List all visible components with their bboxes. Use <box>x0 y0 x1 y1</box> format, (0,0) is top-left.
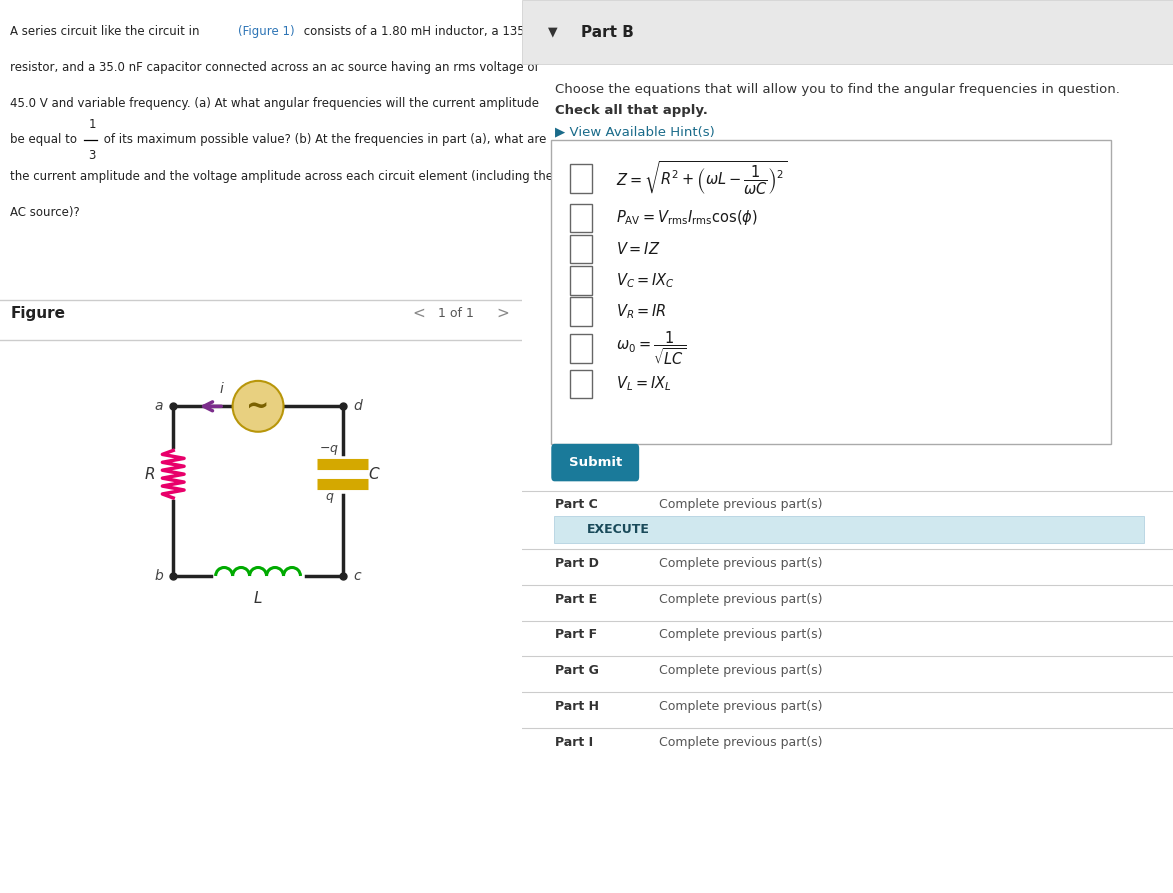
Text: Complete previous part(s): Complete previous part(s) <box>659 557 822 570</box>
Text: (Figure 1): (Figure 1) <box>238 25 294 38</box>
Text: $\omega_0 = \dfrac{1}{\sqrt{LC}}$: $\omega_0 = \dfrac{1}{\sqrt{LC}}$ <box>616 330 686 367</box>
Text: Complete previous part(s): Complete previous part(s) <box>659 664 822 677</box>
Text: Choose the equations that will allow you to find the angular frequencies in ques: Choose the equations that will allow you… <box>555 83 1119 96</box>
Text: 3: 3 <box>88 149 96 162</box>
FancyBboxPatch shape <box>570 334 591 363</box>
Text: Complete previous part(s): Complete previous part(s) <box>659 736 822 748</box>
Text: c: c <box>353 569 361 583</box>
Text: EXECUTE: EXECUTE <box>586 523 650 536</box>
Text: Part G: Part G <box>555 664 598 677</box>
Text: Part F: Part F <box>555 629 597 641</box>
FancyBboxPatch shape <box>570 370 591 398</box>
Text: AC source)?: AC source)? <box>11 205 80 219</box>
Text: Complete previous part(s): Complete previous part(s) <box>659 498 822 511</box>
Text: 1 of 1: 1 of 1 <box>439 307 474 320</box>
Text: Part H: Part H <box>555 700 598 713</box>
Text: Check all that apply.: Check all that apply. <box>555 104 707 117</box>
Text: Complete previous part(s): Complete previous part(s) <box>659 629 822 641</box>
FancyBboxPatch shape <box>554 516 1145 543</box>
Text: Complete previous part(s): Complete previous part(s) <box>659 593 822 605</box>
FancyBboxPatch shape <box>570 164 591 193</box>
Text: 45.0 V and variable frequency. (a) At what angular frequencies will the current : 45.0 V and variable frequency. (a) At wh… <box>11 97 540 110</box>
Text: Figure: Figure <box>11 306 66 321</box>
Text: $Z = \sqrt{R^2 + \left(\omega L - \dfrac{1}{\omega C}\right)^2}$: $Z = \sqrt{R^2 + \left(\omega L - \dfrac… <box>616 160 788 197</box>
Text: of its maximum possible value? (b) At the frequencies in part (a), what are: of its maximum possible value? (b) At th… <box>100 133 547 146</box>
FancyBboxPatch shape <box>570 266 591 295</box>
FancyBboxPatch shape <box>570 235 591 263</box>
Text: $V = IZ$: $V = IZ$ <box>616 241 660 257</box>
Text: Part E: Part E <box>555 593 597 605</box>
Text: i: i <box>219 382 223 396</box>
Text: C: C <box>368 467 379 481</box>
Text: L: L <box>253 590 263 605</box>
Text: $V_L = IX_L$: $V_L = IX_L$ <box>616 375 672 393</box>
Text: 1: 1 <box>88 118 96 130</box>
Text: resistor, and a 35.0 nF capacitor connected across an ac source having an rms vo: resistor, and a 35.0 nF capacitor connec… <box>11 61 540 74</box>
Text: consists of a 1.80 mH inductor, a 135 Ω: consists of a 1.80 mH inductor, a 135 Ω <box>300 25 537 38</box>
Text: a: a <box>155 399 163 413</box>
Text: Submit: Submit <box>569 456 622 469</box>
Text: $P_{\mathrm{AV}} = V_{\mathrm{rms}} I_{\mathrm{rms}} \cos(\phi)$: $P_{\mathrm{AV}} = V_{\mathrm{rms}} I_{\… <box>616 208 758 228</box>
Text: Part B: Part B <box>581 25 633 39</box>
Text: Part D: Part D <box>555 557 598 570</box>
Text: $-q$: $-q$ <box>319 444 339 457</box>
Text: d: d <box>353 399 361 413</box>
Text: $V_C = IX_C$: $V_C = IX_C$ <box>616 271 676 289</box>
FancyBboxPatch shape <box>551 444 639 481</box>
Text: R: R <box>144 467 155 481</box>
FancyBboxPatch shape <box>551 140 1111 444</box>
Text: b: b <box>155 569 163 583</box>
Text: ~: ~ <box>246 392 270 421</box>
Text: >: > <box>496 306 509 321</box>
Text: Part I: Part I <box>555 736 592 748</box>
Text: $q$: $q$ <box>325 491 334 505</box>
Text: <: < <box>413 306 425 321</box>
Text: be equal to: be equal to <box>11 133 81 146</box>
Text: ▶ View Available Hint(s): ▶ View Available Hint(s) <box>555 126 714 138</box>
FancyBboxPatch shape <box>570 297 591 326</box>
Text: the current amplitude and the voltage amplitude across each circuit element (inc: the current amplitude and the voltage am… <box>11 170 554 182</box>
Circle shape <box>232 380 284 431</box>
Text: ▼: ▼ <box>548 26 557 38</box>
FancyBboxPatch shape <box>522 0 1173 64</box>
Text: Complete previous part(s): Complete previous part(s) <box>659 700 822 713</box>
Text: Part C: Part C <box>555 498 597 511</box>
Text: $V_R = IR$: $V_R = IR$ <box>616 303 667 321</box>
FancyBboxPatch shape <box>570 204 591 232</box>
Text: A series circuit like the circuit in: A series circuit like the circuit in <box>11 25 204 38</box>
